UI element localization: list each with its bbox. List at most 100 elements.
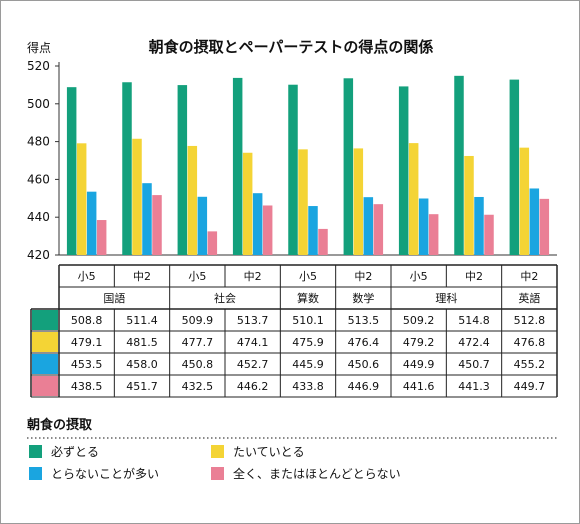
table-series-swatch bbox=[32, 376, 58, 396]
table-value: 510.1 bbox=[292, 314, 324, 327]
bar bbox=[464, 155, 474, 255]
subject-label: 算数 bbox=[297, 291, 319, 305]
subject-label: 数学 bbox=[352, 291, 374, 305]
y-axis-label: 得点 bbox=[27, 40, 51, 55]
table-value: 441.6 bbox=[403, 380, 435, 393]
table-value: 508.8 bbox=[71, 314, 103, 327]
grade-label: 中2 bbox=[354, 270, 372, 283]
table-value: 432.5 bbox=[182, 380, 214, 393]
legend-item-label: 全く、またはほとんどとらない bbox=[233, 466, 401, 481]
grade-label: 小5 bbox=[410, 270, 428, 283]
y-tick-label: 460 bbox=[27, 172, 50, 186]
grade-label: 小5 bbox=[188, 270, 206, 283]
bar bbox=[509, 79, 520, 255]
bar bbox=[408, 143, 419, 255]
subject-label: 英語 bbox=[518, 291, 540, 305]
table-value: 458.0 bbox=[126, 358, 158, 371]
bar bbox=[343, 78, 354, 255]
table-value: 474.1 bbox=[237, 336, 269, 349]
y-tick-label: 440 bbox=[27, 210, 50, 224]
legend-item-label: 必ずとる bbox=[51, 445, 99, 459]
legend-title: 朝食の摂取 bbox=[27, 417, 93, 433]
bar bbox=[298, 149, 308, 255]
bar bbox=[152, 195, 162, 255]
bar bbox=[242, 152, 253, 255]
table-value: 449.7 bbox=[514, 380, 546, 393]
legend-swatch bbox=[211, 445, 224, 458]
table-series-swatch bbox=[32, 332, 58, 352]
grade-label: 小5 bbox=[299, 270, 317, 283]
bar bbox=[187, 145, 198, 255]
bar bbox=[76, 143, 87, 255]
bar bbox=[197, 196, 208, 255]
table-value: 433.8 bbox=[292, 380, 324, 393]
bar bbox=[232, 77, 243, 255]
table-value: 441.3 bbox=[458, 380, 490, 393]
subject-label: 国語 bbox=[103, 291, 125, 305]
bar bbox=[207, 231, 218, 255]
bar bbox=[252, 193, 263, 255]
table-value: 513.7 bbox=[237, 314, 269, 327]
bar bbox=[308, 206, 318, 255]
bar bbox=[288, 84, 298, 255]
table-value: 438.5 bbox=[71, 380, 103, 393]
table-value: 509.2 bbox=[403, 314, 435, 327]
bar bbox=[132, 138, 142, 255]
bar bbox=[428, 214, 439, 255]
legend-item-label: たいていとる bbox=[233, 445, 305, 459]
data-table: 小5 中2 小5 中2 小5 中2 小5 中2 中2 国語 社会 算数 数学 理科 英語 508.8 511.4… bbox=[30, 264, 558, 398]
table-value: 453.5 bbox=[71, 358, 103, 371]
bar bbox=[398, 86, 409, 255]
table-value: 455.2 bbox=[514, 358, 546, 371]
bar bbox=[519, 147, 530, 255]
bar bbox=[353, 148, 364, 255]
table-value: 509.9 bbox=[182, 314, 214, 327]
table-value: 450.6 bbox=[348, 358, 380, 371]
bar bbox=[262, 205, 273, 255]
table-value: 450.7 bbox=[458, 358, 490, 371]
bar bbox=[529, 188, 540, 255]
bar bbox=[539, 198, 550, 255]
bar bbox=[418, 198, 429, 255]
bar bbox=[363, 197, 374, 255]
grade-label: 中2 bbox=[465, 270, 483, 283]
bar bbox=[474, 196, 484, 255]
bar bbox=[86, 191, 97, 255]
chart-title: 朝食の摂取とペーパーテストの得点の関係 bbox=[149, 38, 434, 56]
grade-label: 中2 bbox=[133, 270, 151, 283]
bar bbox=[142, 183, 152, 255]
bar bbox=[96, 220, 107, 255]
subject-label: 理科 bbox=[435, 291, 457, 305]
table-value: 449.9 bbox=[403, 358, 435, 371]
y-tick-label: 480 bbox=[27, 135, 50, 149]
table-value: 479.2 bbox=[403, 336, 435, 349]
table-value: 446.9 bbox=[348, 380, 380, 393]
bar bbox=[122, 82, 132, 255]
bar bbox=[454, 75, 464, 255]
grade-label: 小5 bbox=[78, 270, 96, 283]
grade-label: 中2 bbox=[520, 270, 538, 283]
y-tick-label: 500 bbox=[27, 97, 50, 111]
table-value: 511.4 bbox=[126, 314, 158, 327]
legend-swatch bbox=[211, 467, 224, 480]
bar bbox=[318, 228, 328, 255]
table-value: 475.9 bbox=[292, 336, 324, 349]
bar bbox=[484, 214, 494, 255]
table-value: 514.8 bbox=[458, 314, 490, 327]
y-tick-label: 520 bbox=[27, 59, 50, 73]
table-series-swatch bbox=[32, 354, 58, 374]
table-value: 477.7 bbox=[182, 336, 214, 349]
table-value: 451.7 bbox=[126, 380, 158, 393]
table-value: 472.4 bbox=[458, 336, 490, 349]
legend-swatch bbox=[29, 445, 42, 458]
table-value: 481.5 bbox=[126, 336, 158, 349]
table-value: 446.2 bbox=[237, 380, 269, 393]
table-value: 513.5 bbox=[348, 314, 380, 327]
subject-label: 社会 bbox=[214, 291, 236, 305]
bar bbox=[66, 87, 77, 255]
bar bbox=[177, 85, 188, 256]
table-value: 452.7 bbox=[237, 358, 269, 371]
y-ticks: 420 440 460 480 500 520 bbox=[27, 59, 59, 262]
table-value: 512.8 bbox=[514, 314, 546, 327]
